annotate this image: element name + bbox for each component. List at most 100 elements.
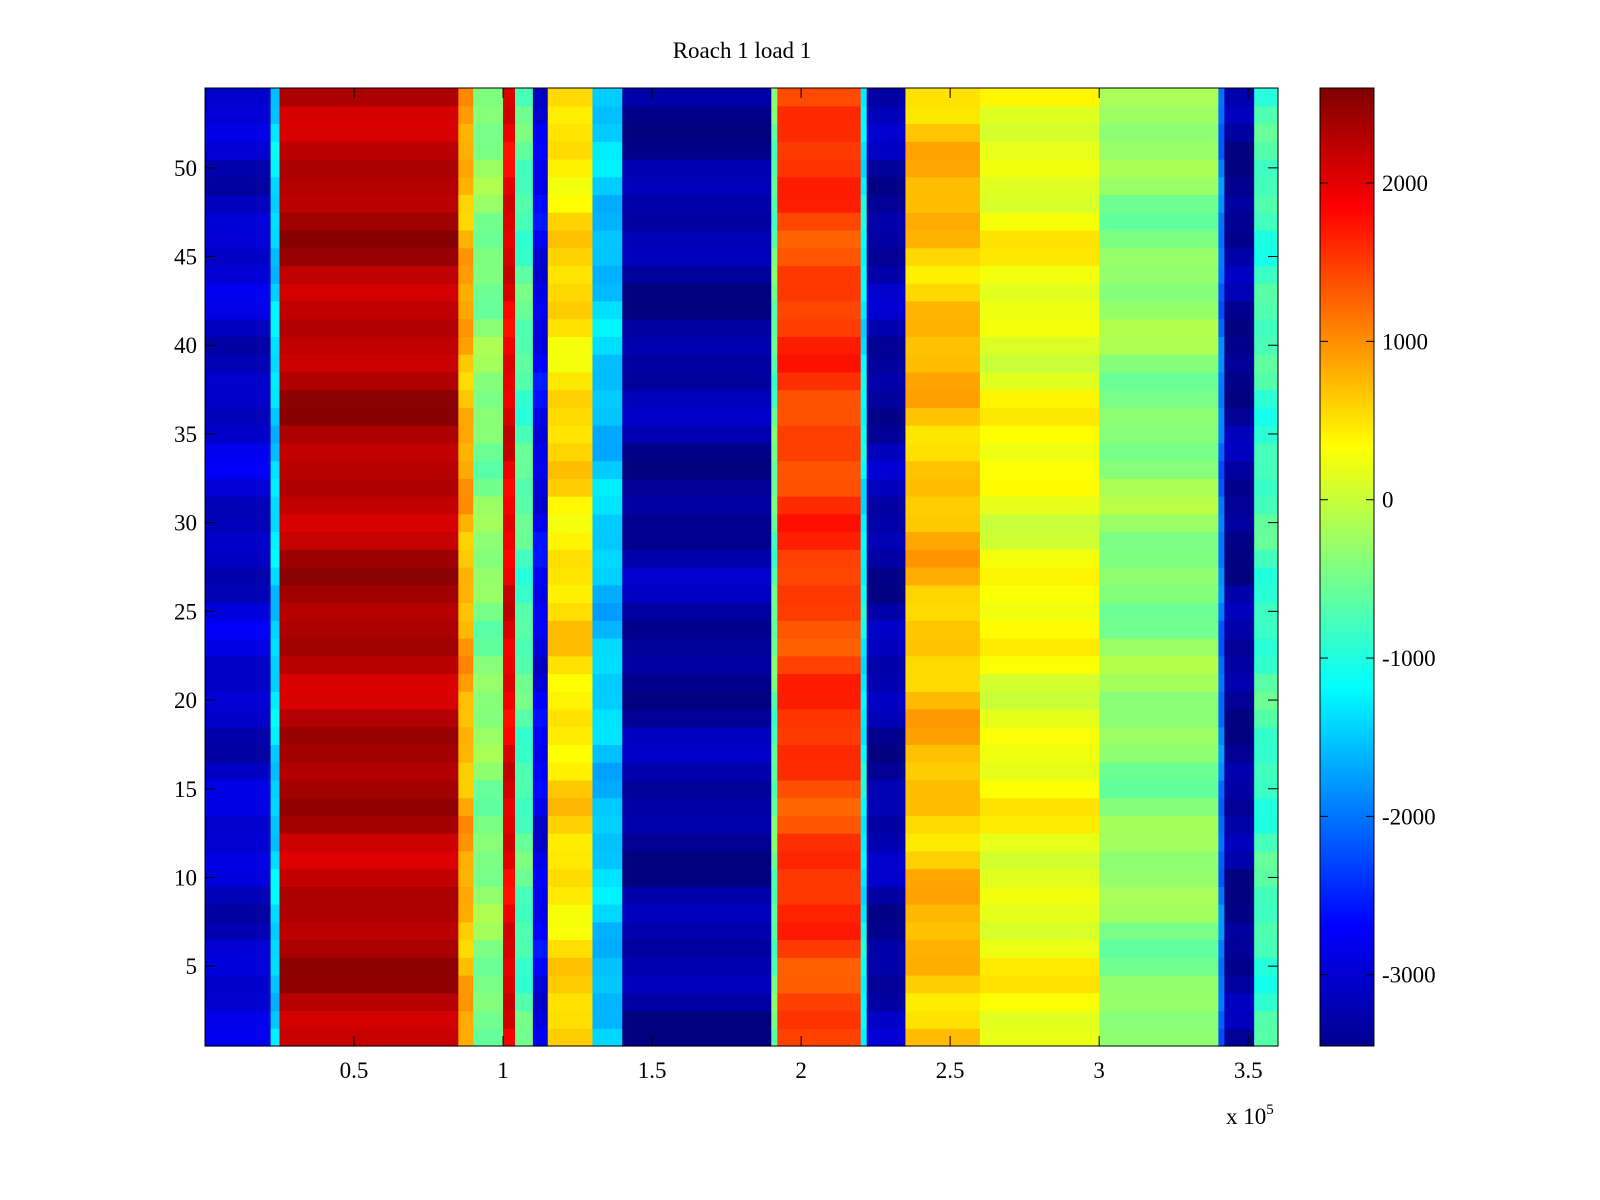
heatmap-cell (514, 1028, 534, 1047)
heatmap-cell (905, 567, 981, 586)
heatmap-cell (905, 691, 981, 710)
heatmap-cell (771, 957, 778, 976)
heatmap-cell (279, 904, 459, 923)
heatmap-cell (1218, 336, 1225, 355)
heatmap-cell (458, 904, 474, 923)
heatmap-cell (270, 425, 281, 444)
heatmap-cell (547, 904, 594, 923)
heatmap-cell (777, 708, 862, 728)
heatmap-cell (503, 726, 516, 746)
heatmap-cell (866, 158, 907, 178)
heatmap-cell (473, 797, 504, 816)
heatmap-cell (1099, 1028, 1219, 1047)
heatmap-cell (1254, 673, 1279, 692)
heatmap-cell (622, 176, 772, 196)
heatmap-cell (1099, 389, 1219, 408)
heatmap-cell (532, 779, 549, 799)
heatmap-cell (905, 425, 981, 444)
heatmap-cell (777, 105, 862, 125)
heatmap-cell (514, 957, 534, 976)
heatmap-cell (777, 584, 862, 604)
heatmap-cell (473, 1010, 504, 1029)
heatmap-cell (473, 762, 504, 781)
heatmap-cell (205, 992, 272, 1012)
heatmap-cell (473, 708, 504, 728)
heatmap-cell (622, 354, 772, 373)
heatmap-cell (905, 460, 981, 479)
heatmap-cell (1254, 194, 1279, 213)
heatmap-cell (860, 549, 868, 568)
heatmap-cell (866, 212, 907, 231)
heatmap-cell (777, 478, 862, 497)
heatmap-cell (1218, 318, 1225, 337)
heatmap-cell (866, 105, 907, 125)
heatmap-cell (905, 513, 981, 533)
heatmap-cell (777, 425, 862, 444)
heatmap-cell (458, 975, 474, 994)
heatmap-cell (1218, 88, 1225, 107)
plot-frame (204, 87, 1279, 1047)
heatmap-cell (458, 584, 474, 604)
heatmap-cell (622, 921, 772, 941)
heatmap-cell (860, 247, 868, 267)
heatmap-cell (1254, 708, 1279, 728)
heatmap-cell (866, 478, 907, 497)
colorbar-ticks: 2000 1000 0 -1000 -2000 -3000 (1320, 171, 1436, 988)
heatmap-cell (905, 442, 981, 462)
heatmap-cell (532, 797, 549, 816)
heatmap-cell (979, 850, 1100, 870)
heatmap-cell (514, 105, 534, 125)
heatmap-cell (532, 833, 549, 852)
heatmap-cell (1254, 602, 1279, 621)
heatmap-cell (592, 975, 623, 994)
heatmap-cell (458, 513, 474, 533)
heatmap-cell (860, 425, 868, 444)
heatmap-cell (458, 247, 474, 267)
heatmap-cell (1224, 496, 1255, 515)
heatmap-cell (532, 283, 549, 302)
heatmap-cell (503, 141, 516, 160)
heatmap-cell (473, 478, 504, 497)
heatmap-cell (777, 336, 862, 355)
heatmap-cell (205, 460, 272, 479)
heatmap-cell (860, 336, 868, 355)
heatmap-cell (473, 283, 504, 302)
heatmap-cell (622, 779, 772, 799)
heatmap-cell (205, 265, 272, 284)
heatmap-cell (777, 939, 862, 958)
heatmap-cell (270, 602, 281, 621)
heatmap-cell (547, 549, 594, 568)
heatmap-cell (473, 176, 504, 196)
heatmap-cell (458, 336, 474, 355)
heatmap-cell (1224, 318, 1255, 337)
heatmap-cell (979, 442, 1100, 462)
heatmap-cell (458, 229, 474, 249)
heatmap-cell (860, 886, 868, 905)
heatmap-cell (547, 300, 594, 320)
heatmap-cell (205, 105, 272, 125)
heatmap-cell (1224, 300, 1255, 320)
heatmap-cell (592, 850, 623, 870)
heatmap-cell (866, 300, 907, 320)
heatmap-cell (458, 620, 474, 639)
heatmap-cell (592, 708, 623, 728)
heatmap-cell (866, 265, 907, 284)
heatmap-cell (547, 123, 594, 142)
heatmap-cell (622, 691, 772, 710)
heatmap-cell (205, 158, 272, 178)
heatmap-cell (1218, 442, 1225, 462)
heatmap-cell (905, 531, 981, 550)
heatmap-cell (979, 354, 1100, 373)
heatmap-cell (270, 371, 281, 391)
heatmap-cell (547, 318, 594, 337)
heatmap-cell (592, 318, 623, 337)
heatmap-cell (514, 708, 534, 728)
heatmap-cell (771, 212, 778, 231)
heatmap-cell (532, 886, 549, 905)
heatmap-cell (270, 1028, 281, 1047)
heatmap-cell (866, 460, 907, 479)
heatmap-cell (473, 1028, 504, 1047)
heatmap-cell (1224, 336, 1255, 355)
heatmap-cell (777, 247, 862, 267)
heatmap-cell (1224, 602, 1255, 621)
